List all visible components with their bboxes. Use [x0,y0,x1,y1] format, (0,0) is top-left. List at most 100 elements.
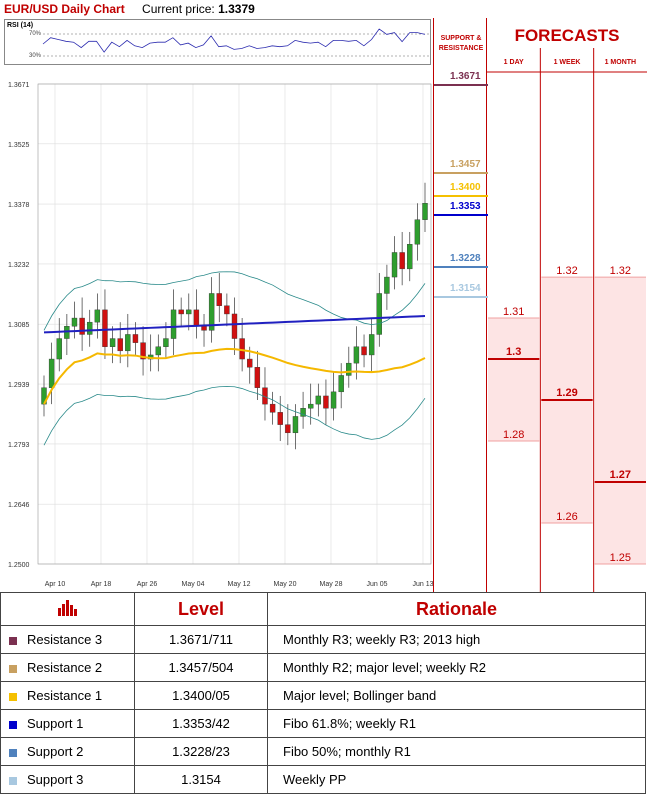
candle-body [48,358,55,388]
sr-level-line [434,265,488,268]
candle-body [338,375,344,393]
x-tick-label: May 04 [182,581,205,588]
sr-level-label: 1.3353 [450,201,481,213]
candle-body [231,313,238,339]
row-level: 1.3671/711 [134,625,268,654]
y-tick-label: 1.3525 [8,142,30,149]
rsi-line [42,28,430,57]
sr-level-label: 1.3154 [450,282,481,294]
row-name: Support 3 [27,772,84,787]
row-level: 1.3457/504 [134,653,268,682]
y-tick-label: 1.2793 [8,442,30,449]
table-row: Support 3 1.3154 Weekly PP [0,765,646,794]
support1-swatch [9,720,17,729]
candle-body [368,334,375,356]
support-resistance-title: SUPPORT & RESISTANCE [438,35,484,52]
price-chart: 1.3671 1.3525 1.3378 1.3232 1.3085 1.2939 1.27… [0,74,433,592]
candle-body [407,244,413,270]
x-tick-label: May 12 [228,581,251,588]
forecast-value: 1.29 [556,387,577,399]
candle-body [102,309,108,347]
resistance1-swatch [9,692,17,701]
bollinger-lower [43,386,426,446]
sr-level-label: 1.3671 [450,71,481,82]
support-resistance-panel: SUPPORT & RESISTANCE 1.3671 1.3457 1.3400 1… [433,18,488,592]
support3-swatch [9,776,17,785]
candle-body [285,424,291,434]
candle-body [422,203,428,220]
candle-body [186,309,192,315]
level-header: Level [134,592,268,626]
candle-body [391,252,398,278]
y-tick-label: 1.3671 [8,82,30,89]
y-tick-label: 1.3085 [8,322,30,329]
forecast-value: 1.26 [556,511,577,523]
ma-yellow [43,347,426,405]
candle-body [109,338,116,347]
candle-body [277,412,283,425]
candle-body [178,309,184,315]
row-rationale: Fibo 50%; monthly R1 [267,737,646,766]
candle-body [201,326,207,331]
candle-body [208,293,215,331]
candle-body [56,338,62,360]
candle-body [323,395,329,409]
support2-swatch [9,748,17,757]
forecast-value: 1.28 [503,429,524,441]
candle-body [87,321,93,335]
candle-body [117,338,123,352]
row-level: 1.3228/23 [134,737,268,766]
row-name: Resistance 2 [27,660,103,675]
candle-body [308,403,314,409]
candle-body [361,346,367,356]
table-row: Support 2 1.3228/23 Fibo 50%; monthly R1 [0,737,646,766]
sr-level-label: 1.3457 [450,158,481,170]
candle-body [330,391,337,409]
candle-body [71,317,78,327]
row-rationale: Monthly R2; major level; weekly R2 [267,653,646,682]
forecast-value: 1.32 [556,265,577,277]
forecast-col-header: 1 DAY [504,59,524,66]
resistance2-swatch [9,664,17,673]
forecasts-title: FORECASTS [514,26,620,45]
forecast-range [488,318,540,442]
bar-chart-icon [57,599,77,616]
forecasts-grid: 1 DAY 1 WEEK 1 MONTH 1.31 1.3 1.28 1.32 1.29 1.2… [487,48,647,592]
x-tick-label: May 20 [274,581,297,588]
sr-level-line [434,84,488,86]
row-rationale: Fibo 61.8%; weekly R1 [267,709,646,738]
candle-body [140,342,146,360]
candle-body [399,252,405,270]
y-tick-label: 1.3378 [8,202,30,209]
y-tick-label: 1.3232 [8,262,30,269]
row-name: Support 2 [27,744,84,759]
x-tick-label: Jun 13 [412,581,433,588]
row-rationale: Weekly PP [267,765,646,794]
candle-body [193,309,200,327]
candle-body [239,338,245,360]
candle-body [376,293,382,335]
y-tick-label: 1.2646 [8,502,30,509]
forecast-col-header: 1 MONTH [605,59,637,66]
sr-level-line [434,214,488,217]
rsi-tick-70: 70% [29,31,42,37]
rsi-tick-30: 30% [29,53,42,59]
candle-body [132,334,139,343]
row-level: 1.3400/05 [134,681,268,710]
sr-level-line [434,295,488,298]
candle-body [384,276,390,294]
candle-body [216,293,222,306]
forecast-value: 1.27 [610,469,631,481]
candle-body [224,305,230,315]
sr-level-line [434,195,488,198]
price-label: Current price: [142,2,215,16]
rationale-header: Rationale [267,592,646,626]
chart-title: EUR/USD Daily Chart [4,2,125,16]
candle-body [292,416,299,434]
current-price: 1.3379 [218,2,255,16]
candle-body [79,317,85,335]
chart-header: EUR/USD Daily Chart Current price: 1.337… [4,2,255,16]
candle-body [300,408,306,417]
table-row: Support 1 1.3353/42 Fibo 61.8%; weekly R… [0,709,646,738]
rsi-panel: RSI (14) 70% 30% [4,19,431,65]
